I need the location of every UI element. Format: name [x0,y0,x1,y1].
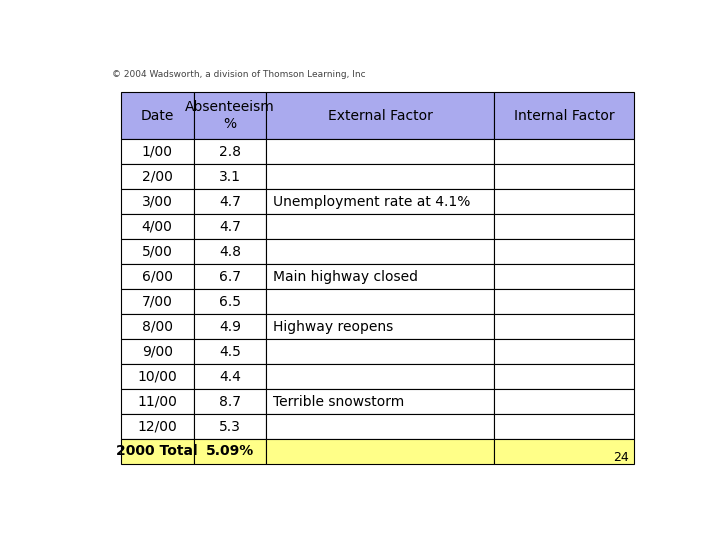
Bar [266,339,495,364]
Bar [121,289,194,314]
Bar [121,239,194,264]
Bar [194,389,266,414]
Bar [266,289,495,314]
Bar [194,339,266,364]
Bar [194,364,266,389]
Bar [266,439,495,464]
Text: 4/00: 4/00 [142,220,173,234]
Text: 12/00: 12/00 [138,420,177,434]
Bar [194,214,266,239]
Text: 7/00: 7/00 [142,295,173,309]
Bar [121,189,194,214]
Text: Main highway closed: Main highway closed [274,269,418,284]
Text: 2/00: 2/00 [142,170,173,184]
Bar [194,289,266,314]
Bar [121,164,194,189]
Text: Highway reopens: Highway reopens [274,320,394,334]
Bar [121,414,194,439]
Text: 10/00: 10/00 [138,369,177,383]
Text: 2.8: 2.8 [219,145,241,159]
Text: Date: Date [140,109,174,123]
Bar [266,264,495,289]
Text: External Factor: External Factor [328,109,433,123]
Text: 6/00: 6/00 [142,269,173,284]
Text: 6.7: 6.7 [219,269,241,284]
Text: 4.5: 4.5 [219,345,241,359]
Bar [121,214,194,239]
Text: 4.7: 4.7 [219,195,241,209]
Bar [495,239,634,264]
Bar [266,414,495,439]
Bar [266,189,495,214]
Text: Unemployment rate at 4.1%: Unemployment rate at 4.1% [274,195,471,209]
Bar [495,139,634,164]
Text: 8/00: 8/00 [142,320,173,334]
Text: Internal Factor: Internal Factor [514,109,615,123]
Bar [121,139,194,164]
Text: 3.1: 3.1 [219,170,241,184]
Bar [266,92,495,139]
Text: Terrible snowstorm: Terrible snowstorm [274,395,405,409]
Bar [495,439,634,464]
Bar [266,214,495,239]
Bar [121,389,194,414]
Bar [121,364,194,389]
Bar [495,164,634,189]
Bar [121,264,194,289]
Bar [266,389,495,414]
Bar [495,364,634,389]
Bar [194,439,266,464]
Bar [194,414,266,439]
Text: 4.7: 4.7 [219,220,241,234]
Text: 1/00: 1/00 [142,145,173,159]
Text: 4.8: 4.8 [219,245,241,259]
Text: 3/00: 3/00 [142,195,173,209]
Bar [194,314,266,339]
Bar [194,139,266,164]
Bar [495,189,634,214]
Bar [194,239,266,264]
Text: 11/00: 11/00 [138,395,177,409]
Bar [194,164,266,189]
Text: 2000 Total: 2000 Total [117,444,198,458]
Bar [194,264,266,289]
Text: 5.09%: 5.09% [206,444,254,458]
Bar [266,314,495,339]
Text: 5/00: 5/00 [142,245,173,259]
Text: Absenteeism
%: Absenteeism % [185,100,275,131]
Text: 5.3: 5.3 [219,420,241,434]
Bar [495,414,634,439]
Bar [194,92,266,139]
Text: 4.9: 4.9 [219,320,241,334]
Bar [495,389,634,414]
Bar [121,439,194,464]
Bar [121,314,194,339]
Text: 9/00: 9/00 [142,345,173,359]
Bar [121,339,194,364]
Bar [266,239,495,264]
Bar [266,164,495,189]
Bar [495,289,634,314]
Text: 4.4: 4.4 [219,369,241,383]
Bar [121,92,194,139]
Text: © 2004 Wadsworth, a division of Thomson Learning, Inc: © 2004 Wadsworth, a division of Thomson … [112,70,366,79]
Bar [495,339,634,364]
Bar [266,364,495,389]
Text: 8.7: 8.7 [219,395,241,409]
Bar [495,264,634,289]
Bar [266,139,495,164]
Text: 6.5: 6.5 [219,295,241,309]
Bar [495,92,634,139]
Text: 24: 24 [613,451,629,464]
Bar [495,314,634,339]
Bar [194,189,266,214]
Bar [495,214,634,239]
